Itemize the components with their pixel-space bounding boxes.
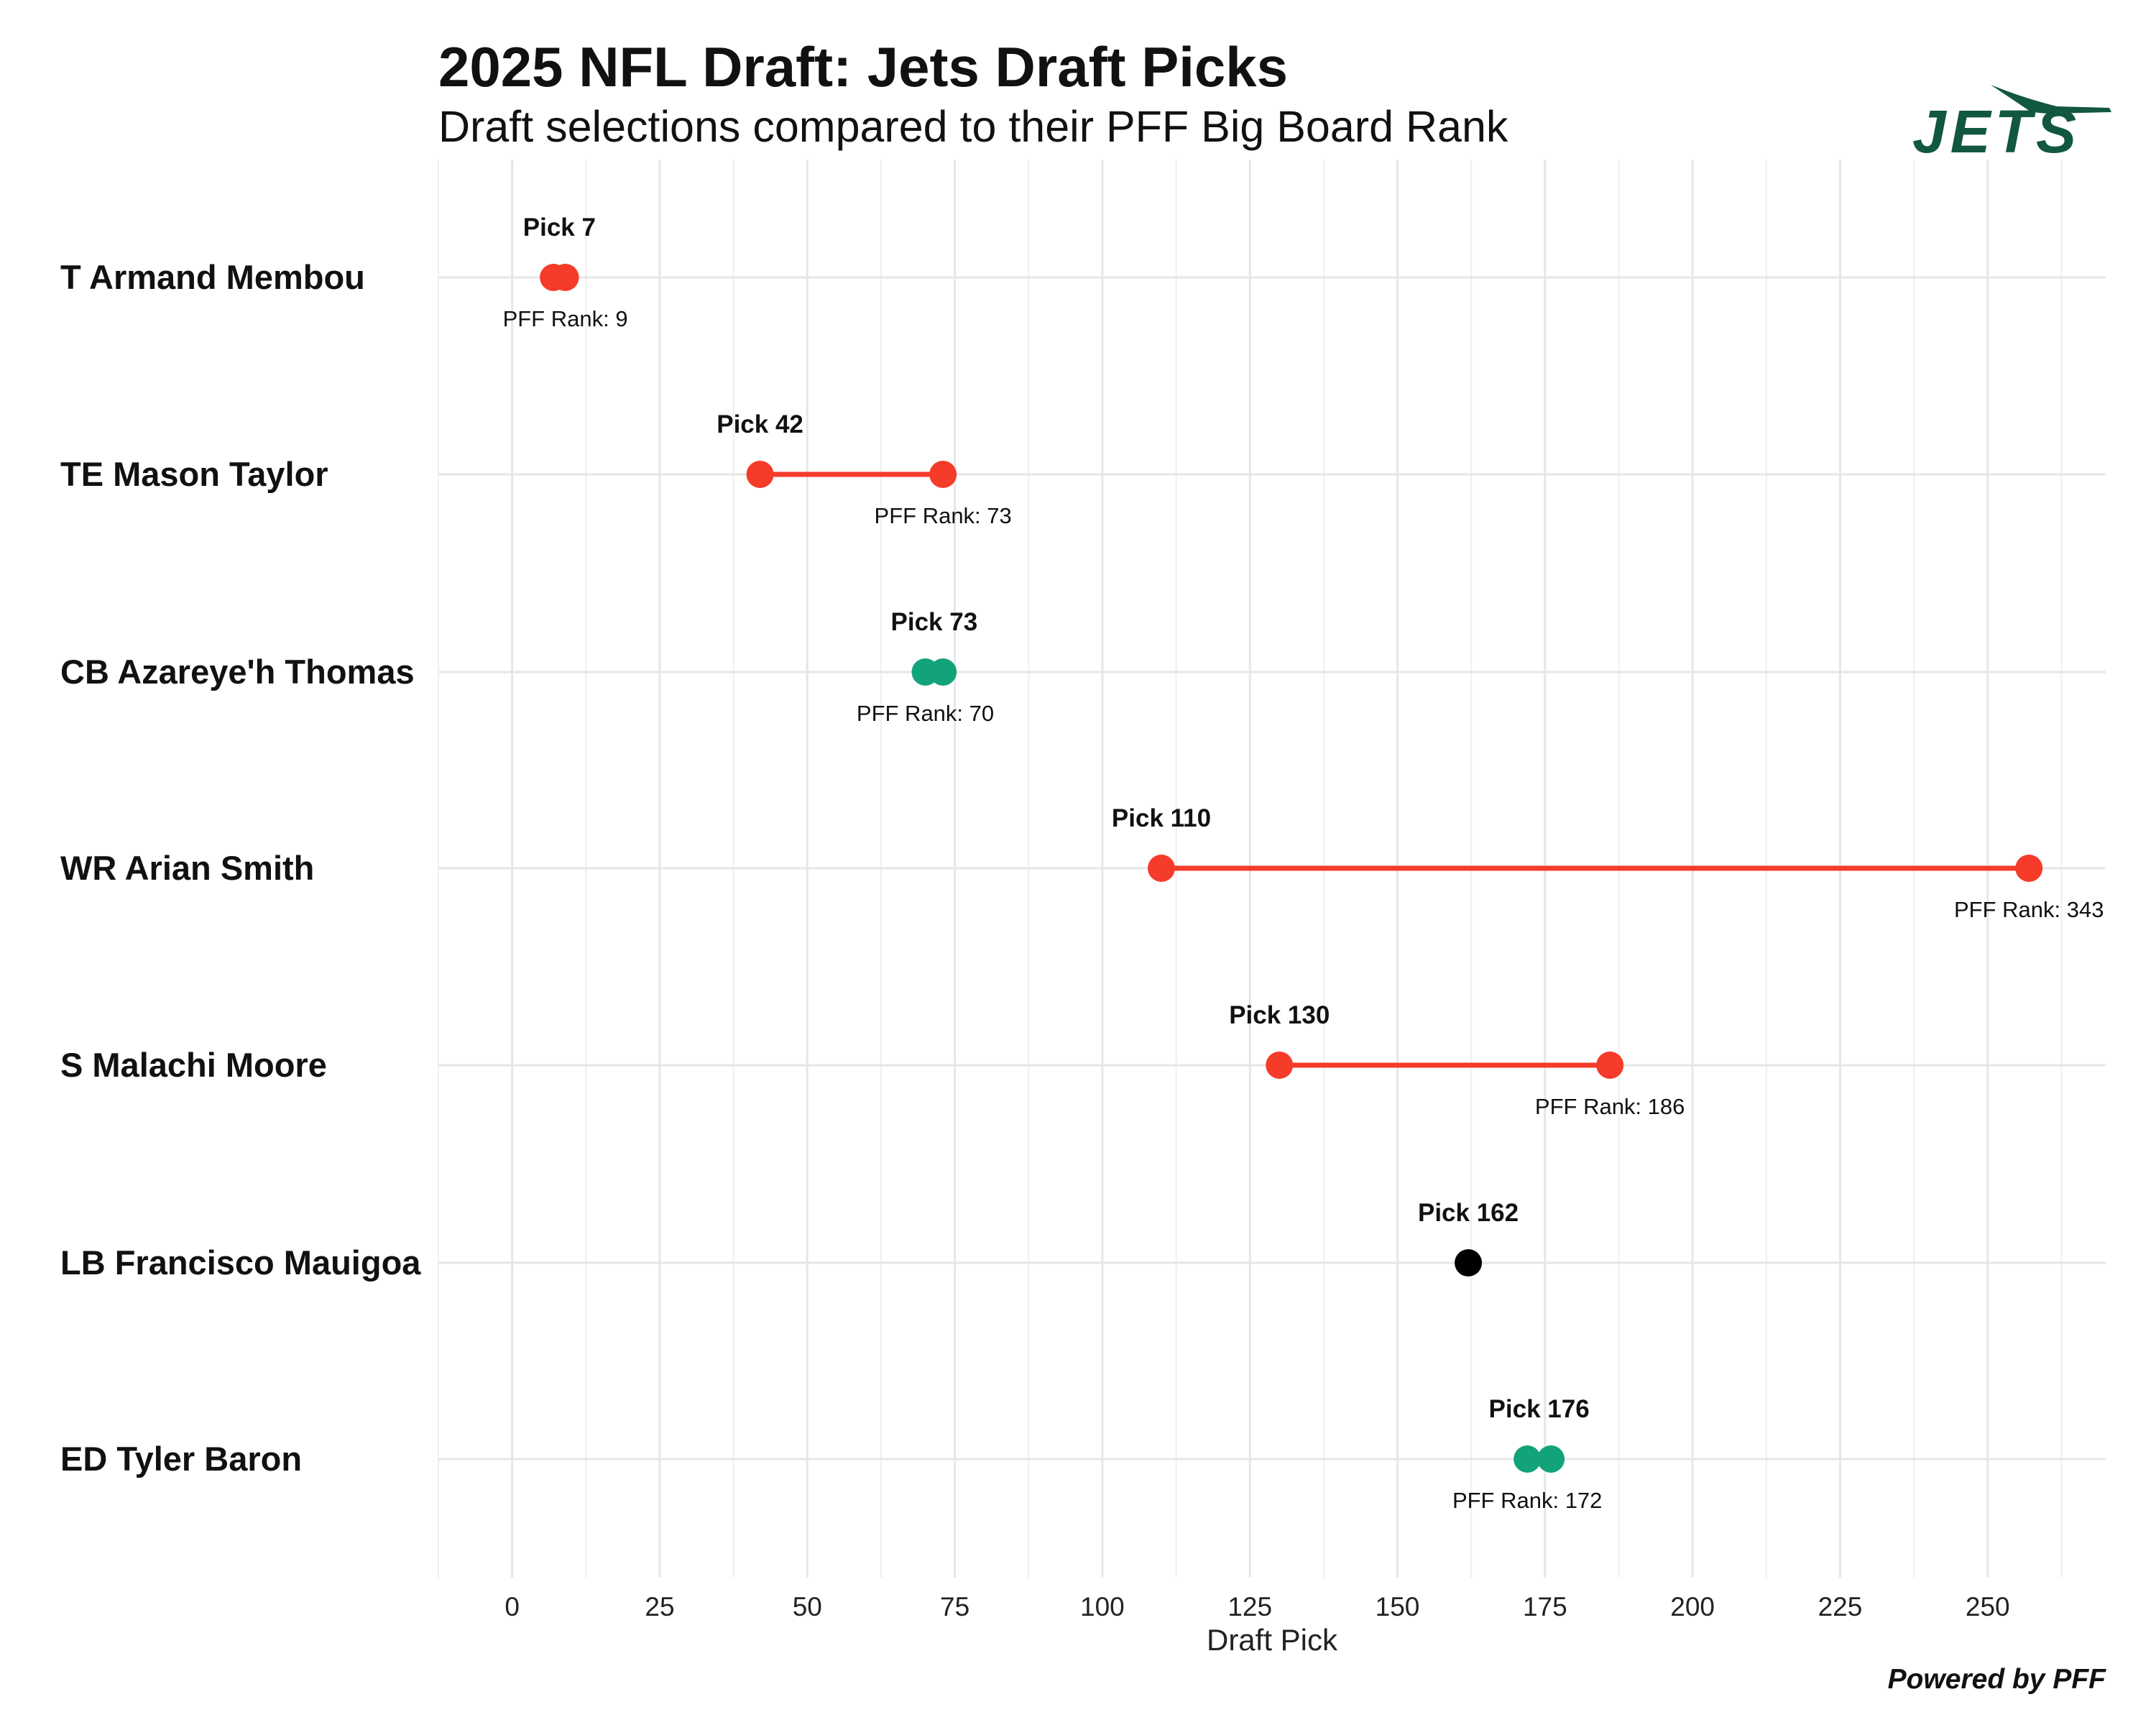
x-tick-label: 125 xyxy=(1227,1592,1272,1622)
draft-pick-point xyxy=(540,264,568,291)
x-tick-label: 50 xyxy=(793,1592,822,1622)
player-label: S Malachi Moore xyxy=(60,1046,327,1084)
pff-rank-label: PFF Rank: 9 xyxy=(503,306,628,331)
jets-logo: JETS xyxy=(1912,85,2111,165)
player-label: T Armand Membou xyxy=(60,258,365,296)
x-tick-label: 200 xyxy=(1670,1592,1715,1622)
pff-rank-point xyxy=(1596,1052,1624,1079)
pff-rank-label: PFF Rank: 172 xyxy=(1452,1488,1602,1513)
chart-title: 2025 NFL Draft: Jets Draft Picks xyxy=(438,35,1288,98)
pick-number-label: Pick 176 xyxy=(1489,1395,1590,1423)
player-labels: T Armand Membou TE Mason Taylor CB Azareye… xyxy=(60,258,421,1478)
draft-pick-point xyxy=(1148,855,1176,882)
pff-rank-point xyxy=(1514,1445,1542,1473)
x-tick-label: 250 xyxy=(1966,1592,2010,1622)
player-label: ED Tyler Baron xyxy=(60,1440,302,1478)
chart-subtitle: Draft selections compared to their PFF B… xyxy=(438,102,1508,151)
pick-number-label: Pick 7 xyxy=(523,213,596,242)
player-label: TE Mason Taylor xyxy=(60,455,328,493)
pff-rank-label: PFF Rank: 73 xyxy=(875,503,1012,528)
player-label: CB Azareye'h Thomas xyxy=(60,653,415,691)
pick-number-label: Pick 110 xyxy=(1112,804,1211,832)
dumbbell-marks: PFF Rank: 9 Pick 7 PFF Rank: 73 Pick 42 PFF … xyxy=(503,213,2104,1513)
x-axis-title: Draft Pick xyxy=(1207,1623,1338,1657)
pick-number-label: Pick 162 xyxy=(1418,1199,1519,1227)
pff-rank-label: PFF Rank: 70 xyxy=(857,701,994,726)
x-tick-label: 0 xyxy=(505,1592,520,1622)
x-tick-label: 175 xyxy=(1523,1592,1567,1622)
pff-rank-point xyxy=(929,461,957,488)
x-tick-label: 150 xyxy=(1376,1592,1420,1622)
pff-rank-point xyxy=(2015,855,2043,882)
pick-number-label: Pick 42 xyxy=(717,410,803,438)
x-tick-label: 75 xyxy=(940,1592,969,1622)
draft-pick-point xyxy=(1455,1249,1483,1276)
player-label: LB Francisco Mauigoa xyxy=(60,1243,421,1282)
draft-pick-point xyxy=(929,658,957,686)
pick-number-label: Pick 73 xyxy=(891,608,978,636)
x-tick-label: 225 xyxy=(1818,1592,1863,1622)
jet-plane-icon xyxy=(1991,85,2111,114)
powered-by-footer: Powered by PFF xyxy=(1888,1664,2107,1695)
x-axis-ticks: 0 25 50 75 100 125 150 175 200 225 250 xyxy=(505,1592,2009,1622)
draft-pick-point xyxy=(1537,1445,1565,1473)
pff-rank-label: PFF Rank: 186 xyxy=(1535,1094,1685,1119)
logo-wordmark: JETS xyxy=(1912,98,2081,165)
pff-rank-label: PFF Rank: 343 xyxy=(1954,897,2104,922)
pick-number-label: Pick 130 xyxy=(1229,1001,1330,1029)
x-tick-label: 100 xyxy=(1080,1592,1125,1622)
player-label: WR Arian Smith xyxy=(60,849,314,887)
row-lines xyxy=(438,276,2106,1460)
x-tick-label: 25 xyxy=(645,1592,674,1622)
draft-pick-point xyxy=(746,461,774,488)
draft-pick-point xyxy=(1266,1052,1294,1079)
